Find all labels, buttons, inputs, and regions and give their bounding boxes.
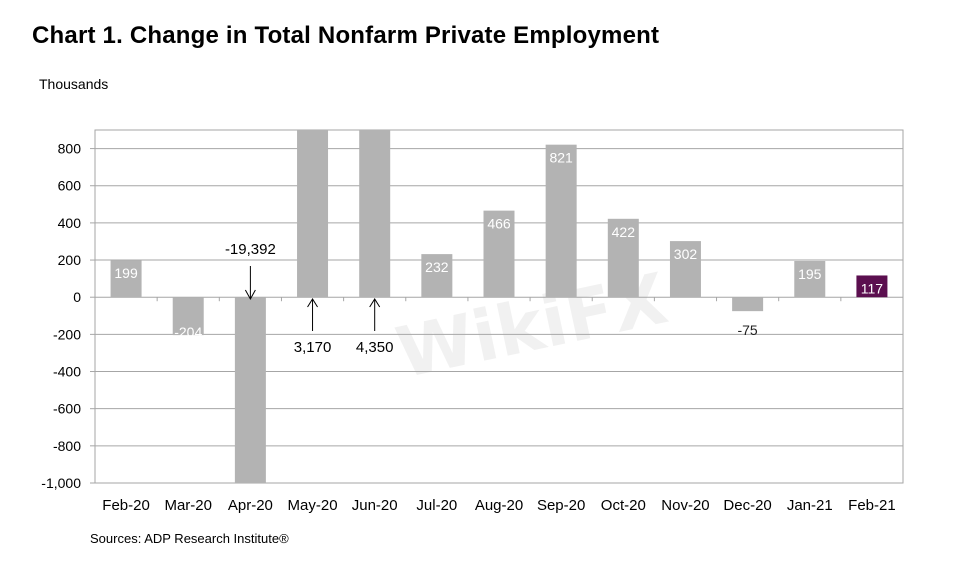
callout-arrowhead xyxy=(307,298,318,308)
y-tick-label: -400 xyxy=(53,364,81,380)
unit-label: Thousands xyxy=(39,76,109,92)
callout-arrowhead xyxy=(369,298,381,308)
data-label: 302 xyxy=(674,246,698,262)
chart-title: Chart 1. Change in Total Nonfarm Private… xyxy=(32,22,660,49)
x-tick-label: Feb-21 xyxy=(848,497,896,514)
data-label: 3,170 xyxy=(294,339,332,356)
bar xyxy=(483,210,515,298)
x-tick-label: Feb-20 xyxy=(102,497,150,514)
data-label: 117 xyxy=(861,280,884,296)
y-tick-label: -200 xyxy=(53,326,81,342)
y-tick-label: 200 xyxy=(58,252,82,268)
bar xyxy=(110,260,142,298)
bar xyxy=(732,297,764,312)
callout-arrowhead xyxy=(244,289,256,301)
y-tick-label: 800 xyxy=(58,141,82,157)
data-label: -75 xyxy=(737,322,757,338)
bar xyxy=(359,130,391,298)
x-tick-label: Oct-20 xyxy=(601,497,646,514)
data-label: 466 xyxy=(487,216,511,232)
bar xyxy=(545,144,577,298)
x-tick-label: Apr-20 xyxy=(228,497,273,514)
data-label: 199 xyxy=(114,265,138,281)
x-tick-label: Jul-20 xyxy=(416,497,457,514)
bar xyxy=(172,297,204,336)
bar xyxy=(234,297,266,483)
x-tick-label: Aug-20 xyxy=(475,497,523,514)
source-note: Sources: ADP Research Institute® xyxy=(90,531,289,546)
x-tick-label: Jan-21 xyxy=(787,497,833,514)
bar xyxy=(607,218,639,298)
data-label: 232 xyxy=(425,259,449,275)
x-tick-label: Sep-20 xyxy=(537,497,585,514)
x-tick-label: Jun-20 xyxy=(352,497,398,514)
y-tick-label: -800 xyxy=(53,438,81,454)
x-tick-label: Nov-20 xyxy=(661,497,709,514)
x-tick-label: May-20 xyxy=(288,497,338,514)
y-tick-label: 0 xyxy=(73,289,81,305)
plot-frame xyxy=(94,129,904,484)
data-label: 422 xyxy=(612,224,636,240)
x-tick-label: Dec-20 xyxy=(723,497,771,514)
y-tick-label: 400 xyxy=(58,215,82,231)
bar xyxy=(794,260,826,298)
data-label: 4,350 xyxy=(356,339,394,356)
data-label: 821 xyxy=(549,150,573,166)
y-tick-label: -1,000 xyxy=(41,475,81,491)
bar xyxy=(421,254,453,298)
data-label: 195 xyxy=(798,266,822,282)
data-label: -19,392 xyxy=(225,241,276,258)
bar xyxy=(297,130,329,298)
data-label: -204 xyxy=(174,324,202,340)
y-tick-label: -600 xyxy=(53,401,81,417)
y-tick-label: 600 xyxy=(58,178,82,194)
bar xyxy=(669,241,701,298)
x-tick-label: Mar-20 xyxy=(164,497,212,514)
bar xyxy=(856,275,888,298)
